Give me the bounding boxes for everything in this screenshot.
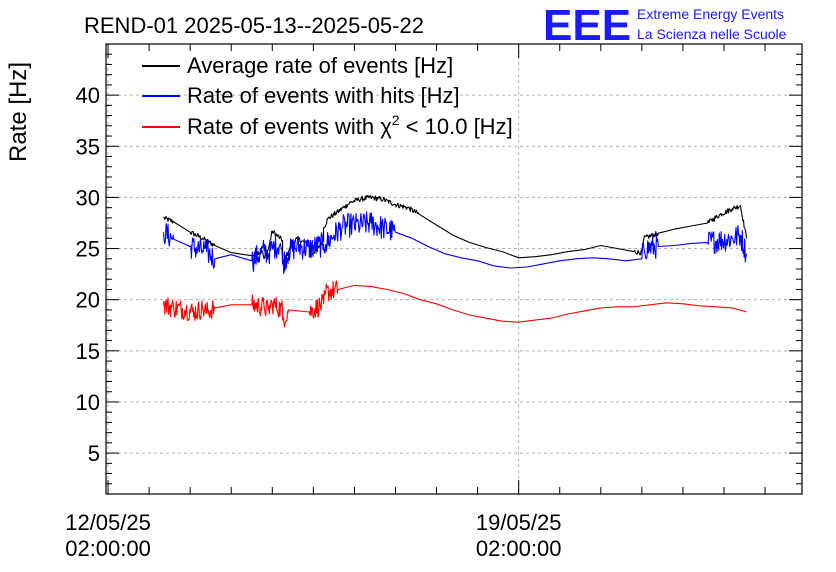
logo-line-2: La Scienza nelle Scuole	[637, 26, 787, 42]
series-line-1	[163, 194, 748, 265]
series-line-2	[162, 211, 748, 275]
x-tick-date: 12/05/25	[65, 510, 151, 535]
tick-labels: 51015202530354012/05/2502:00:0019/05/250…	[65, 83, 561, 561]
axis-ticks	[106, 44, 802, 494]
series-layer	[162, 194, 748, 328]
y-tick-label: 20	[76, 288, 100, 313]
legend-label-1: Average rate of events [Hz]	[187, 53, 453, 78]
y-tick-label: 25	[76, 237, 100, 262]
legend: Average rate of events [Hz] Rate of event…	[142, 53, 513, 139]
y-tick-label: 5	[88, 441, 100, 466]
logo-line-1: Extreme Energy Events	[637, 6, 784, 22]
y-axis-label: Rate [Hz]	[5, 62, 32, 162]
y-tick-label: 15	[76, 339, 100, 364]
x-tick-time: 02:00:00	[476, 536, 562, 561]
eee-logo: EEE Extreme Energy Events La Scienza nel…	[543, 1, 787, 50]
legend-label-2: Rate of events with hits [Hz]	[187, 83, 460, 108]
y-tick-label: 40	[76, 83, 100, 108]
y-tick-label: 10	[76, 390, 100, 415]
x-tick-date: 19/05/25	[476, 510, 562, 535]
y-tick-label: 35	[76, 134, 100, 159]
legend-label-3: Rate of events with χ2 < 10.0 [Hz]	[187, 112, 513, 139]
eee-logo-mark: EEE	[543, 1, 631, 50]
chart-title: REND-01 2025-05-13--2025-05-22	[84, 13, 424, 38]
y-tick-label: 30	[76, 185, 100, 210]
series-line-3	[162, 280, 747, 328]
grid-lines	[106, 44, 802, 494]
x-tick-time: 02:00:00	[65, 536, 151, 561]
